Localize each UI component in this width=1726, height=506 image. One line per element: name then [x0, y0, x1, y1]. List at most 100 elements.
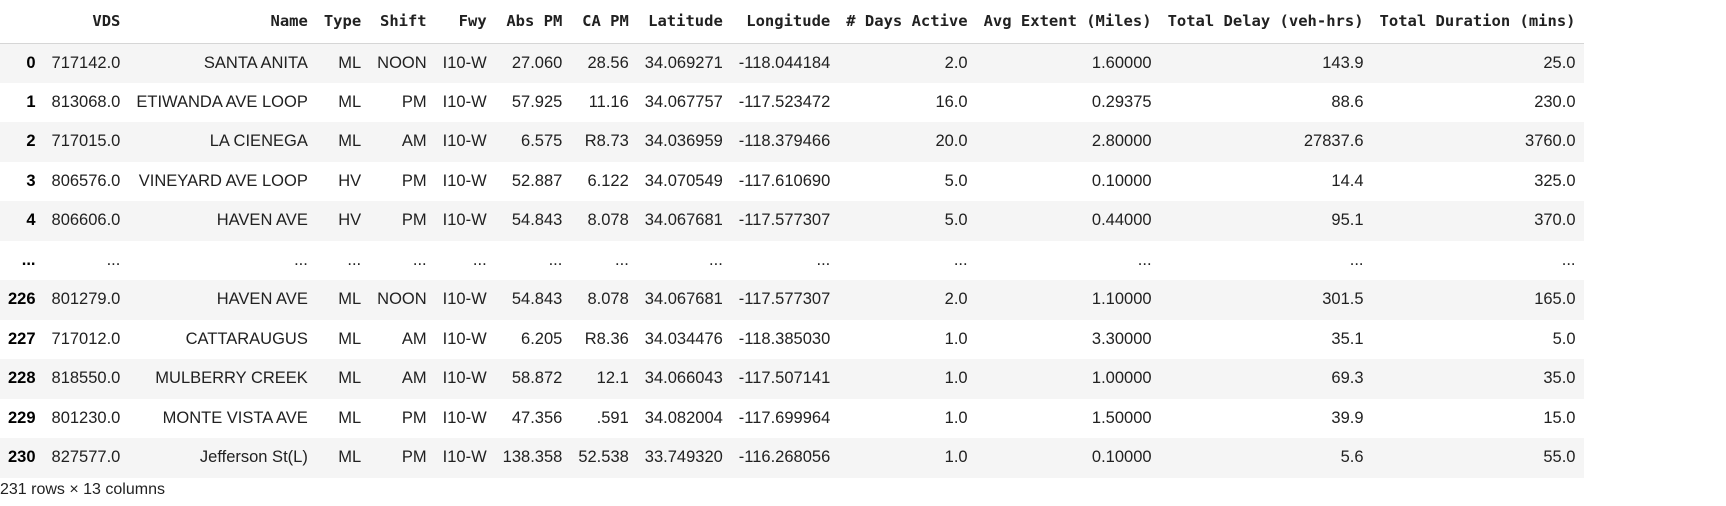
column-header: Type [315, 0, 370, 44]
table-cell: I10-W [442, 408, 487, 427]
row-index: 2 [26, 132, 36, 151]
column-header: Name [128, 0, 316, 44]
table-cell: PM [401, 92, 427, 111]
table-cell: 55.0 [1543, 448, 1576, 467]
table-cell: 5.6 [1340, 448, 1364, 467]
table-cell: 138.358 [502, 448, 563, 467]
table-cell: I10-W [442, 329, 487, 348]
table-cell: 1.60000 [1091, 53, 1152, 72]
table-cell: 15.0 [1543, 408, 1576, 427]
table-cell: I10-W [442, 171, 487, 190]
table-cell: 8.078 [587, 290, 629, 309]
table-cell: 165.0 [1534, 290, 1576, 309]
table-cell: Jefferson St(L) [199, 448, 308, 467]
table-cell: 827577.0 [51, 448, 121, 467]
table-cell: -117.577307 [738, 290, 831, 309]
table-cell: 34.067757 [644, 92, 723, 111]
table-cell: ... [548, 250, 563, 269]
table-cell: MONTE VISTA AVE [162, 408, 308, 427]
table-cell: ML [338, 290, 362, 309]
table-cell: ... [1561, 250, 1576, 269]
table-cell: 370.0 [1534, 211, 1576, 230]
table-cell: HV [338, 211, 362, 230]
table-cell: PM [401, 171, 427, 190]
column-header: Total Delay (veh-hrs) [1159, 0, 1372, 44]
row-index: ... [21, 250, 36, 269]
table-cell: VINEYARD AVE LOOP [138, 171, 308, 190]
table-cell: ML [338, 369, 362, 388]
table-cell: I10-W [442, 53, 487, 72]
table-cell: 25.0 [1543, 53, 1576, 72]
table-cell: CATTARAUGUS [185, 329, 308, 348]
table-cell: -118.379466 [738, 132, 831, 151]
table-cell: 39.9 [1331, 408, 1364, 427]
table-cell: 54.843 [511, 290, 563, 309]
table-cell: AM [401, 132, 427, 151]
table-cell: 0.29375 [1091, 92, 1152, 111]
table-cell: 3760.0 [1525, 132, 1576, 151]
table-cell: 47.356 [511, 408, 563, 427]
table-row: 230 827577.0 Jefferson St(L) ML PM I10-W 138.3… [0, 438, 1584, 478]
table-cell: PM [401, 448, 427, 467]
table-cell: AM [401, 369, 427, 388]
table-cell: -117.577307 [738, 211, 831, 230]
table-cell: R8.36 [584, 329, 629, 348]
table-cell: 1.0 [944, 408, 968, 427]
table-cell: 813068.0 [51, 92, 121, 111]
table-cell: 16.0 [935, 92, 968, 111]
table-body: 0 717142.0 SANTA ANITA ML NOON I10-W 27.060 28.… [0, 43, 1584, 478]
table-cell: 20.0 [935, 132, 968, 151]
table-row: 0 717142.0 SANTA ANITA ML NOON I10-W 27.060 28.… [0, 43, 1584, 83]
table-cell: 52.538 [578, 448, 629, 467]
table-cell: I10-W [442, 92, 487, 111]
dataframe-output: VDS Name Type Shift Fwy Abs PM CA PM Latitude Lo… [0, 0, 1584, 478]
table-cell: 2.0 [944, 53, 968, 72]
table-cell: I10-W [442, 132, 487, 151]
table-cell: 2.0 [944, 290, 968, 309]
dataframe-table: VDS Name Type Shift Fwy Abs PM CA PM Latitude Lo… [0, 0, 1584, 478]
table-cell: 58.872 [511, 369, 563, 388]
table-cell: 5.0 [1552, 329, 1576, 348]
table-row: 1 813068.0 ETIWANDA AVE LOOP ML PM I10-W 57.92… [0, 82, 1584, 122]
table-cell: 143.9 [1322, 53, 1364, 72]
table-cell: NOON [377, 290, 427, 309]
table-cell: 34.067681 [644, 290, 723, 309]
table-cell: I10-W [442, 290, 487, 309]
header-row: VDS Name Type Shift Fwy Abs PM CA PM Latitude Lo… [0, 0, 1584, 44]
table-cell: 28.56 [587, 53, 629, 72]
table-cell: NOON [377, 53, 427, 72]
table-cell: PM [401, 211, 427, 230]
table-cell: 801230.0 [51, 408, 121, 427]
column-header: VDS [43, 0, 129, 44]
table-cell: 5.0 [944, 211, 968, 230]
table-cell: -118.385030 [738, 329, 831, 348]
table-row: 4 806606.0 HAVEN AVE HV PM I10-W 54.843 8.078 34… [0, 201, 1584, 241]
row-index: 228 [8, 369, 36, 388]
table-cell: ... [347, 250, 362, 269]
table-row: 2 717015.0 LA CIENEGA ML AM I10-W 6.575 R8.73 34… [0, 122, 1584, 162]
column-header: Abs PM [494, 0, 571, 44]
table-cell: -118.044184 [738, 53, 831, 72]
table-cell: ML [338, 329, 362, 348]
table-header: VDS Name Type Shift Fwy Abs PM CA PM Latitude Lo… [0, 0, 1584, 44]
table-row: 228 818550.0 MULBERRY CREEK ML AM I10-W 58.872… [0, 359, 1584, 399]
table-shape-summary: 231 rows × 13 columns [0, 481, 165, 498]
table-cell: ... [615, 250, 629, 269]
table-cell: 27837.6 [1303, 132, 1364, 151]
column-header: CA PM [570, 0, 637, 44]
table-cell: 33.749320 [644, 448, 723, 467]
table-cell: ... [472, 250, 487, 269]
table-cell: 12.1 [596, 369, 629, 388]
table-cell: ETIWANDA AVE LOOP [136, 92, 308, 111]
table-cell: 8.078 [587, 211, 629, 230]
table-cell: 2.80000 [1091, 132, 1152, 151]
table-cell: ML [338, 408, 362, 427]
table-cell: 34.034476 [644, 329, 723, 348]
row-index: 229 [8, 408, 36, 427]
table-cell: 1.50000 [1091, 408, 1152, 427]
table-cell: 88.6 [1331, 92, 1364, 111]
table-cell: AM [401, 329, 427, 348]
table-cell: 1.10000 [1091, 290, 1152, 309]
table-cell: 57.925 [511, 92, 563, 111]
table-cell: 717015.0 [51, 132, 121, 151]
